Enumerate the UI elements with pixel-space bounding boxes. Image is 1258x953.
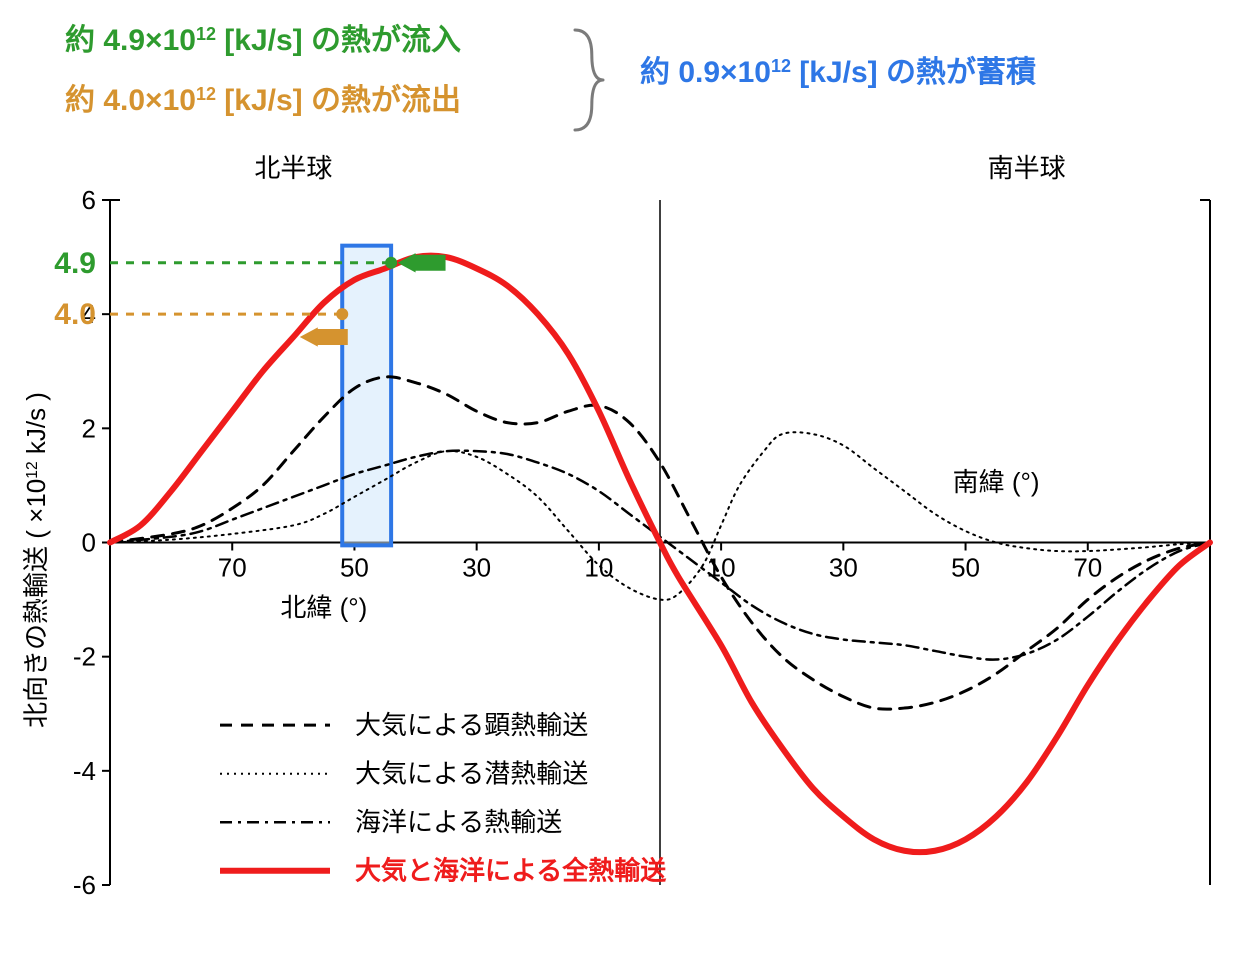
y-axis-title: 北向きの熱輸送 ( ×1012 kJ/s ) — [21, 392, 51, 728]
readout-dot — [385, 257, 397, 269]
legend-label: 大気による顕熱輸送 — [355, 710, 588, 740]
y-tick-label: 0 — [82, 528, 96, 558]
header-text: 約 4.0×1012 [kJ/s] の熱が流出 — [65, 83, 461, 117]
legend-label: 大気と海洋による全熱輸送 — [355, 856, 666, 886]
region-title: 北緯 (°) — [280, 593, 367, 623]
region-title: 南緯 (°) — [953, 467, 1040, 497]
x-tick-label: 70 — [1073, 553, 1102, 583]
y-tick-label: -2 — [73, 642, 96, 672]
x-tick-label: 10 — [584, 553, 613, 583]
svg-text:北向きの熱輸送 ( ×1012 kJ/s ): 北向きの熱輸送 ( ×1012 kJ/s ) — [21, 392, 51, 728]
y-tick-label: 2 — [82, 413, 96, 443]
x-tick-label: 30 — [462, 553, 491, 583]
region-title: 南半球 — [988, 153, 1066, 183]
y-tick-label: -4 — [73, 756, 96, 786]
legend-label: 大気による潜熱輸送 — [355, 759, 588, 789]
x-tick-label: 50 — [340, 553, 369, 583]
x-tick-label: 50 — [951, 553, 980, 583]
header-text: 約 0.9×1012 [kJ/s] の熱が蓄積 — [640, 55, 1036, 89]
readout-label: 4.9 — [54, 247, 96, 280]
legend-label: 海洋による熱輸送 — [355, 807, 562, 837]
y-tick-label: 6 — [82, 185, 96, 215]
x-tick-label: 30 — [829, 553, 858, 583]
region-title: 北半球 — [254, 153, 332, 183]
y-tick-label: -6 — [73, 870, 96, 900]
x-tick-label: 70 — [218, 553, 247, 583]
heat-transport-chart: 約 4.9×1012 [kJ/s] の熱が流入約 4.0×1012 [kJ/s]… — [0, 0, 1258, 953]
readout-label: 4.0 — [54, 298, 96, 331]
readout-dot — [336, 308, 348, 320]
header-text: 約 4.9×1012 [kJ/s] の熱が流入 — [65, 23, 461, 57]
